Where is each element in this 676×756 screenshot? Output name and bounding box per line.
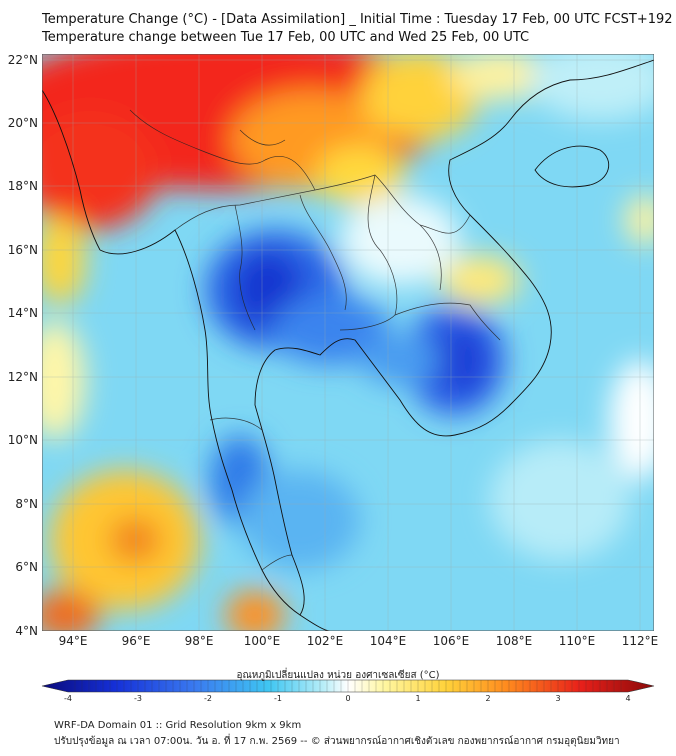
lon-tick-label: 98°E — [185, 634, 214, 648]
lat-tick-label: 22°N — [8, 53, 38, 67]
colorbar-label: -2 — [204, 694, 212, 703]
lon-tick-label: 106°E — [433, 634, 470, 648]
lon-tick-label: 108°E — [496, 634, 533, 648]
colorbar: -4 -3 -2 -1 0 1 2 3 4 — [41, 679, 655, 703]
lon-tick-label: 94°E — [59, 634, 88, 648]
colorbar-title: อุณหภูมิเปลี่ยนแปลง หน่วย องศาเซลเซียส (… — [236, 670, 440, 681]
lon-tick-label: 104°E — [370, 634, 407, 648]
colorbar-label: -4 — [64, 694, 72, 703]
temperature-field — [42, 54, 654, 631]
lon-tick-label: 100°E — [244, 634, 281, 648]
colorbar-label: 0 — [345, 694, 350, 703]
lon-tick-label: 110°E — [559, 634, 596, 648]
coastlines — [42, 59, 654, 631]
colorbar-label: -1 — [274, 694, 282, 703]
colorbar-label: 2 — [485, 694, 490, 703]
map-subtitle: Temperature change between Tue 17 Feb, 0… — [42, 30, 530, 45]
colorbar-label: -3 — [134, 694, 142, 703]
update-info: ปรับปรุงข้อมูล ณ เวลา 07:00น. วัน อ. ที่… — [54, 736, 620, 747]
lon-tick-labels: 94°E 96°E 98°E 100°E 102°E 104°E 106°E 1… — [59, 634, 659, 648]
lat-tick-labels: 22°N 20°N 18°N 16°N 14°N 12°N 10°N 8°N 6… — [8, 53, 38, 638]
lat-tick-label: 6°N — [15, 560, 38, 574]
map-title: Temperature Change (°C) - [Data Assimila… — [42, 12, 673, 27]
lat-tick-label: 14°N — [8, 306, 38, 320]
lat-tick-label: 16°N — [8, 243, 38, 257]
lat-tick-label: 10°N — [8, 433, 38, 447]
lat-tick-label: 8°N — [15, 497, 38, 511]
graticule — [42, 54, 654, 631]
lat-tick-label: 12°N — [8, 370, 38, 384]
lon-tick-label: 112°E — [622, 634, 659, 648]
model-info: WRF-DA Domain 01 :: Grid Resolution 9km … — [54, 720, 302, 731]
lat-tick-label: 18°N — [8, 179, 38, 193]
borders — [129, 109, 501, 571]
lat-tick-label: 20°N — [8, 116, 38, 130]
lat-tick-label: 4°N — [15, 624, 38, 638]
colorbar-label: 1 — [415, 694, 420, 703]
lon-tick-label: 102°E — [307, 634, 344, 648]
lon-tick-label: 96°E — [122, 634, 151, 648]
colorbar-label: 4 — [625, 694, 630, 703]
colorbar-label: 3 — [555, 694, 560, 703]
